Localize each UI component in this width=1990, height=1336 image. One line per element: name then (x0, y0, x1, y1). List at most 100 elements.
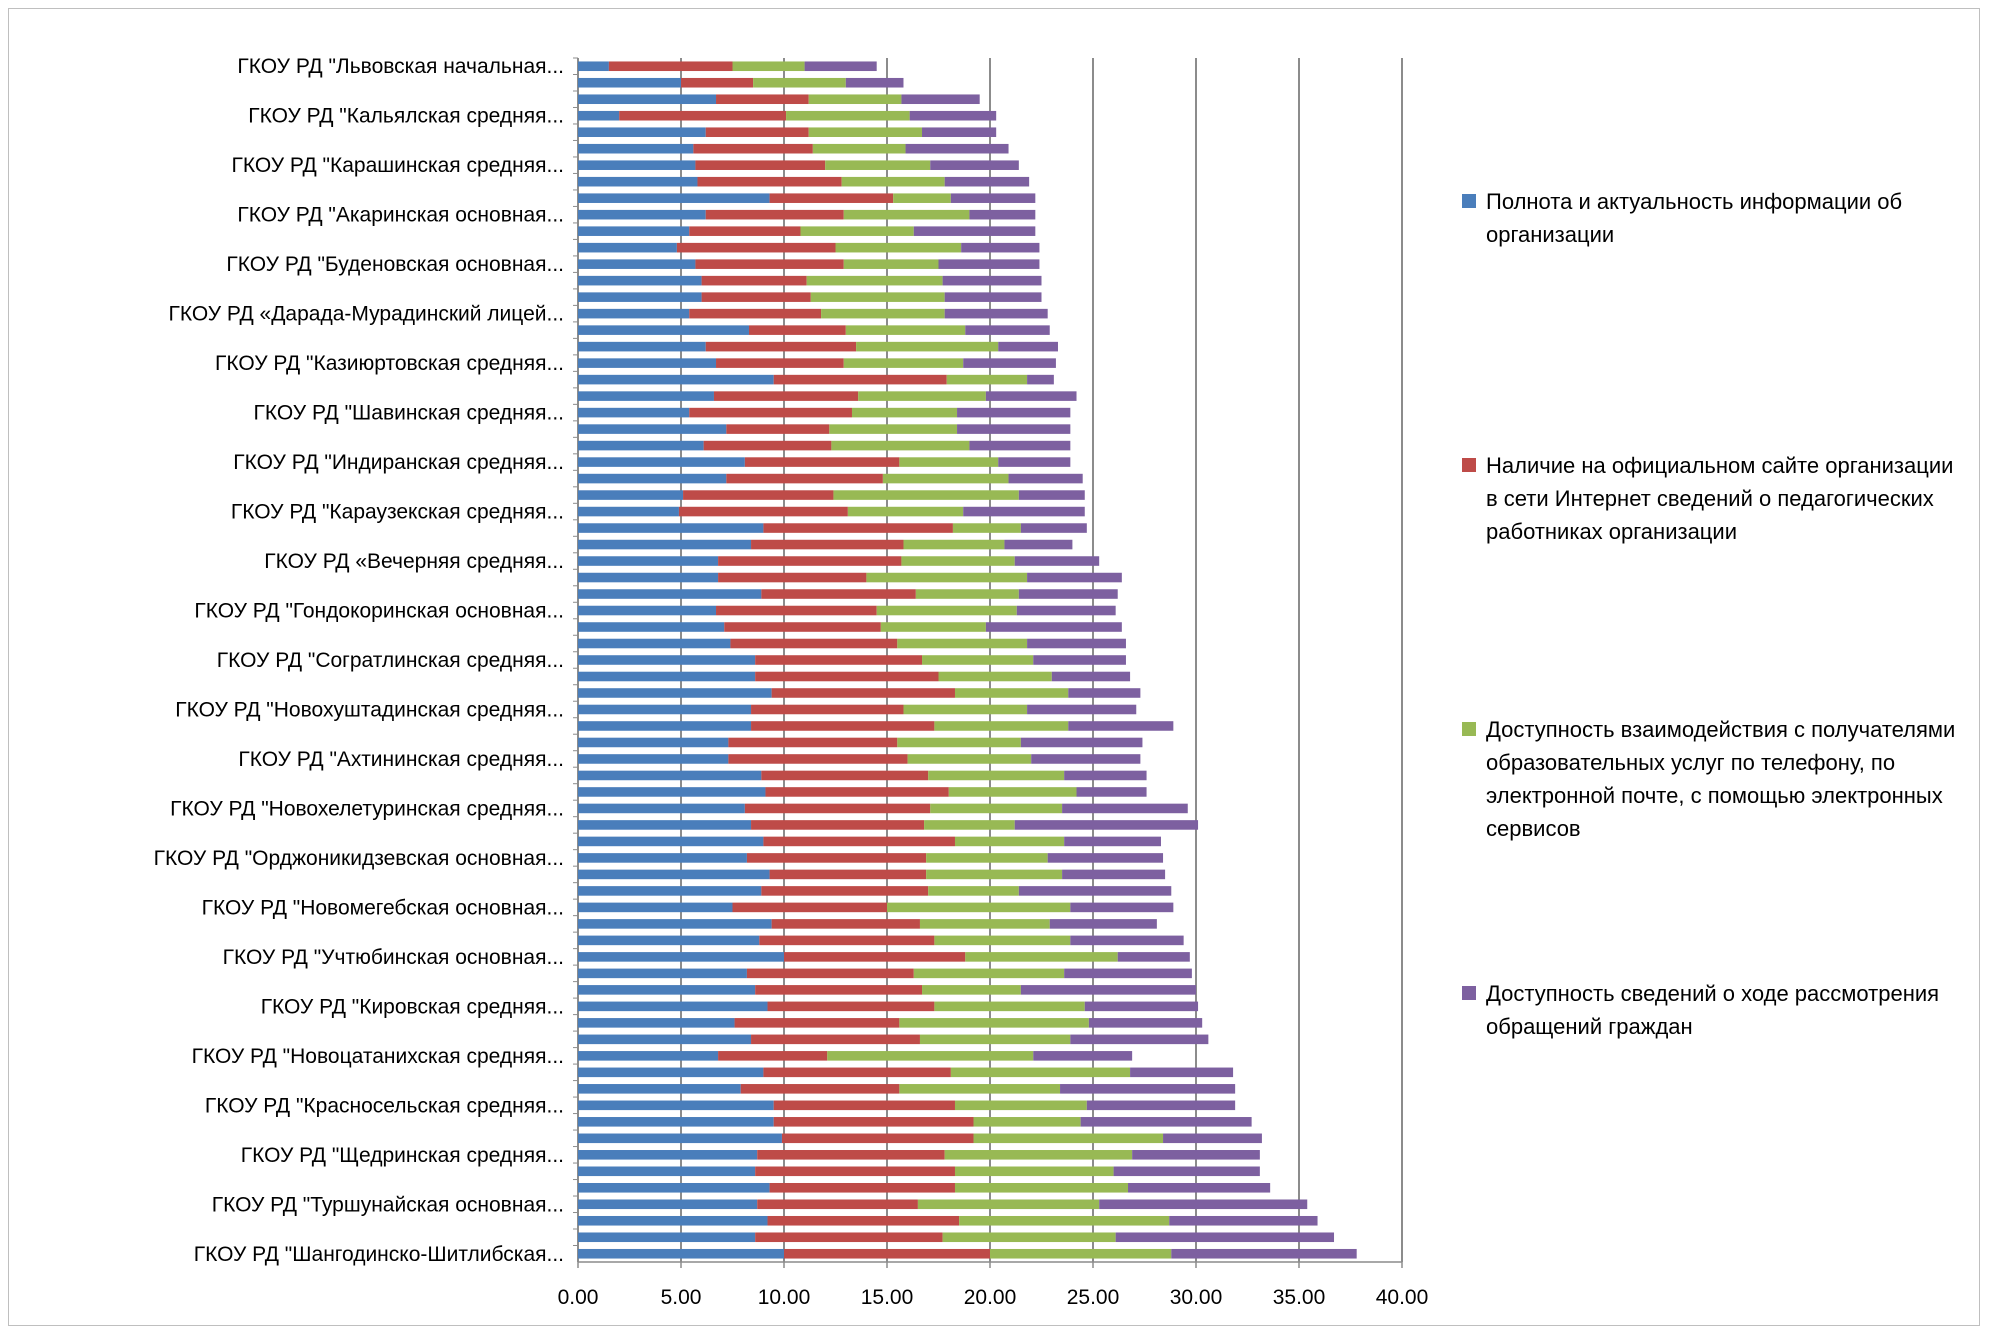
bar-segment-s2-r7 (841, 176, 945, 187)
bar-segment-s0-r39 (578, 704, 752, 715)
bar-segment-s0-r21 (578, 407, 690, 418)
bar-segment-s3-r19 (1027, 374, 1054, 385)
category-label: ГКОУ РД "Казиюртовская средняя... (215, 352, 564, 375)
bar-segment-s1-r16 (748, 325, 846, 335)
category-label: ГКОУ РД "Гондокоринская основная... (194, 600, 564, 623)
category-label: ГКОУ РД "Шавинская средняя... (254, 402, 564, 425)
bar-segment-s0-r40 (578, 721, 752, 731)
bar-segment-s0-r25 (578, 473, 727, 484)
bar-segment-s1-r17 (705, 341, 857, 352)
bar-segment-s0-r53 (578, 935, 760, 946)
bar-segment-s2-r3 (786, 110, 910, 121)
bar-segment-s1-r44 (765, 787, 949, 797)
bar-segment-s3-r62 (1060, 1084, 1236, 1094)
bar-segment-s3-r43 (1064, 770, 1147, 781)
bar-segment-s0-r49 (578, 869, 770, 880)
bar-segment-s3-r41 (1020, 737, 1143, 748)
category-label: ГКОУ РД "Новомегебская основная... (202, 896, 564, 919)
x-tick-label: 0.00 (558, 1286, 599, 1309)
bar-segment-s1-r69 (757, 1199, 918, 1210)
bar-segment-s3-r23 (969, 440, 1071, 451)
bar-segment-s3-r13 (942, 275, 1042, 286)
bar-segment-s0-r16 (578, 325, 749, 335)
legend-item-interaction: Доступность взаимодействия с получателям… (1462, 713, 1962, 845)
bar-segment-s1-r46 (751, 820, 925, 830)
bar-segment-s1-r25 (726, 473, 883, 484)
x-tick-label: 20.00 (964, 1286, 1017, 1309)
bar-segment-s1-r54 (784, 952, 966, 962)
bar-segment-s2-r18 (843, 358, 964, 368)
bar-segment-s3-r3 (909, 110, 997, 121)
bar-segment-s2-r42 (907, 754, 1032, 764)
bar-segment-s2-r67 (954, 1166, 1114, 1177)
bar-segment-s1-r39 (751, 704, 904, 715)
bar-segment-s2-r10 (800, 226, 914, 236)
bar-segment-s3-r66 (1132, 1150, 1260, 1160)
bar-segment-s1-r21 (689, 407, 852, 418)
bar-segment-s2-r12 (843, 259, 939, 269)
bar-segment-s2-r6 (825, 160, 931, 170)
bar-segment-s3-r12 (938, 259, 1040, 269)
x-tick-label: 35.00 (1273, 1286, 1326, 1309)
bar-segment-s1-r57 (767, 1001, 935, 1012)
bar-segment-s3-r48 (1047, 853, 1164, 863)
grid-lines (577, 58, 1403, 1263)
bar-segment-s1-r56 (755, 985, 923, 995)
category-label: ГКОУ РД «Вечерняя средняя... (264, 550, 564, 573)
bar-segment-s2-r46 (924, 820, 1015, 830)
bar-segment-s2-r25 (882, 473, 1009, 484)
bar-segment-s2-r4 (808, 127, 923, 138)
bar-segment-s2-r49 (926, 869, 1063, 880)
bar-segment-s0-r34 (578, 622, 725, 632)
bar-segment-s1-r63 (773, 1100, 955, 1111)
bar-segment-s1-r19 (773, 374, 947, 385)
bar-segment-s1-r65 (781, 1133, 974, 1144)
bar-segment-s3-r38 (1068, 688, 1141, 698)
bar-segment-s1-r23 (703, 440, 832, 451)
bar-segment-s2-r5 (812, 143, 906, 154)
bar-segment-s0-r32 (578, 589, 762, 599)
bar-segment-s2-r57 (934, 1001, 1085, 1012)
bar-segment-s3-r10 (913, 226, 1036, 236)
bar-segment-s2-r63 (954, 1100, 1087, 1111)
bar-segment-s2-r54 (965, 952, 1118, 962)
bar-segment-s1-r33 (716, 605, 877, 616)
category-labels: ГКОУ РД "Львовская начальная... ГКОУ РД "… (154, 55, 564, 1266)
legend-swatch-green (1462, 722, 1476, 736)
bar-segment-s0-r20 (578, 391, 714, 401)
bar-segment-s1-r11 (676, 242, 836, 253)
bar-segment-s1-r48 (746, 853, 927, 863)
bar-segment-s0-r51 (578, 902, 733, 913)
bar-segment-s1-r64 (773, 1117, 974, 1127)
bar-segment-s3-r59 (1070, 1034, 1209, 1045)
bar-segment-s3-r18 (963, 358, 1056, 368)
legend-swatch-red (1462, 458, 1476, 472)
bar-segment-s3-r2 (901, 94, 980, 105)
bar-segment-s2-r41 (897, 737, 1021, 748)
bar-segment-s0-r68 (578, 1182, 770, 1193)
bar-segment-s2-r0 (732, 61, 805, 72)
bar-segment-s0-r23 (578, 440, 704, 451)
bar-segment-s3-r6 (930, 160, 1019, 170)
category-label: ГКОУ РД "Кальялская средняя... (248, 105, 564, 128)
bar-segment-s1-r15 (689, 308, 822, 319)
bar-segment-s0-r37 (578, 671, 756, 682)
bar-segment-s0-r9 (578, 209, 706, 220)
bar-segment-s0-r35 (578, 638, 731, 649)
bar-segment-s2-r35 (897, 638, 1028, 649)
bar-segment-s0-r0 (578, 61, 609, 72)
bar-segment-s3-r1 (845, 77, 904, 88)
bar-segment-s3-r26 (1018, 490, 1085, 500)
bar-segment-s3-r52 (1049, 919, 1157, 929)
bar-segment-s3-r51 (1070, 902, 1174, 913)
bar-segment-s1-r35 (730, 638, 898, 649)
category-label: ГКОУ РД "Львовская начальная... (237, 55, 564, 78)
bar-segment-s0-r55 (578, 968, 747, 979)
bar-segment-s0-r14 (578, 292, 702, 302)
bar-segment-s0-r61 (578, 1067, 764, 1078)
bar-segment-s0-r29 (578, 539, 752, 550)
bar-segment-s1-r37 (755, 671, 939, 682)
bar-segment-s1-r26 (683, 490, 834, 500)
bar-segment-s1-r12 (695, 259, 844, 269)
bar-segment-s1-r67 (755, 1166, 955, 1177)
